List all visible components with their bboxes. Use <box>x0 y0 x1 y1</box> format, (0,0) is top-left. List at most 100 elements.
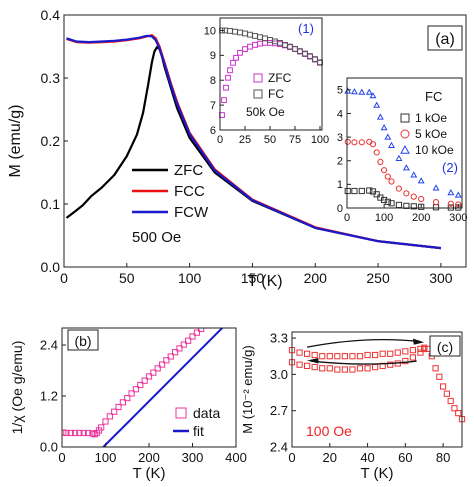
marker-1koe <box>366 187 373 194</box>
marker-5koe <box>447 200 454 207</box>
y-tick-label: 1.2 <box>40 389 58 404</box>
data-marker <box>76 429 83 437</box>
data-marker <box>119 399 127 406</box>
warming-marker <box>409 354 416 361</box>
y-tick-label: 7 <box>210 100 216 112</box>
inset-1-bg <box>220 18 322 130</box>
panel-label-b: (b) <box>74 333 91 349</box>
x-tick-label: 0 <box>344 212 350 224</box>
data-marker <box>176 345 183 352</box>
cooling-marker <box>417 345 424 353</box>
zfc-marker <box>221 97 227 104</box>
marker-10koe <box>388 141 395 148</box>
plot-frame-inset-1 <box>219 17 323 131</box>
warming-marker <box>402 357 409 365</box>
x-tick-label: 300 <box>182 450 204 465</box>
x-tick-label: 250 <box>366 270 390 286</box>
field-annotation-c: 100 Oe <box>306 423 352 439</box>
cooling-marker <box>296 349 303 356</box>
y-tick-label: 10 <box>204 25 216 37</box>
x-tick-label: 200 <box>304 270 328 286</box>
data-marker <box>80 429 87 437</box>
data-marker <box>106 413 113 420</box>
marker-5koe <box>384 173 391 180</box>
marker-1koe <box>344 187 351 195</box>
y-tick-label: 2.4 <box>40 338 58 353</box>
marker-5koe <box>418 195 425 203</box>
warming-marker <box>296 361 303 368</box>
marker-1koe <box>410 203 417 210</box>
x-tick-label: 200 <box>138 450 160 465</box>
legend-marker-1koe <box>400 113 410 123</box>
panel-label-box-c <box>429 335 461 357</box>
y-tick-label: 2 <box>337 156 343 168</box>
series-line-fcw <box>66 34 442 250</box>
x-tick-label: 80 <box>436 450 450 465</box>
y-tick-label: 2.7 <box>270 403 288 418</box>
legend-label-zfc: ZFC <box>268 71 292 85</box>
x-tick-label: 100 <box>95 450 117 465</box>
warming-marker <box>364 365 371 372</box>
warming-marker <box>304 362 311 369</box>
data-marker <box>145 373 153 380</box>
data-marker <box>154 365 161 372</box>
cooling-marker <box>341 353 348 360</box>
warming-marker <box>311 364 318 371</box>
marker-5koe <box>432 198 440 206</box>
x-axis-label-b: T (K) <box>132 465 165 482</box>
marker-5koe <box>369 141 377 148</box>
plot-frame-c <box>291 331 463 448</box>
data-marker <box>132 386 140 393</box>
legend-label-10koe: 10 kOe <box>415 143 454 157</box>
y-tick-label: 3 <box>337 132 343 144</box>
warming-marker <box>417 349 424 356</box>
cooling-marker <box>440 383 447 390</box>
data-marker <box>158 361 166 368</box>
marker-5koe <box>344 138 351 145</box>
warming-arrowhead <box>412 338 425 345</box>
cooling-arrow <box>310 360 417 365</box>
legend-label-fcc: FCC <box>174 183 205 200</box>
marker-1koe <box>358 187 365 195</box>
marker-1koe <box>380 196 388 204</box>
y-tick-label: 4 <box>337 108 343 120</box>
marker-1koe <box>351 187 358 195</box>
x-tick-label: 400 <box>225 450 247 465</box>
series-line-zfc <box>65 45 442 250</box>
legend-marker-5koe <box>400 129 410 139</box>
marker-10koe <box>402 164 410 171</box>
warming-marker <box>326 365 333 372</box>
inset-2-bg <box>347 78 462 208</box>
data-marker <box>185 337 192 344</box>
cooling-marker <box>394 349 401 356</box>
legend-title-inset-2: FC <box>425 89 442 104</box>
panel-label-a: (a) <box>435 31 455 48</box>
y-axis-label-a: M (emu/g) <box>7 105 24 178</box>
cooling-marker <box>334 353 341 360</box>
marker-10koe <box>395 154 403 161</box>
data-marker <box>124 395 131 402</box>
x-tick-label: 40 <box>360 450 374 465</box>
marker-5koe <box>395 185 403 192</box>
x-tick-label: 150 <box>241 270 265 286</box>
y-tick-label: 0.3 <box>41 70 61 86</box>
marker-5koe <box>373 149 380 156</box>
data-marker <box>102 418 109 425</box>
y-tick-label: 1 <box>337 179 343 191</box>
plot-frame-inset-2 <box>346 77 463 209</box>
marker-5koe <box>377 158 384 166</box>
marker-5koe <box>380 167 388 174</box>
marker-5koe <box>403 190 410 197</box>
cooling-marker <box>432 365 439 372</box>
fc-marker <box>307 53 313 59</box>
cooling-marker <box>436 373 443 380</box>
cooling-marker <box>409 347 416 354</box>
y-tick-label: 0.1 <box>41 196 61 212</box>
legend-label-zfc: ZFC <box>174 162 203 179</box>
y-tick-label: 0 <box>337 203 343 215</box>
data-marker <box>202 328 209 329</box>
legend-label-fcw: FCW <box>174 204 209 221</box>
data-marker <box>141 377 148 384</box>
marker-10koe <box>365 88 373 95</box>
